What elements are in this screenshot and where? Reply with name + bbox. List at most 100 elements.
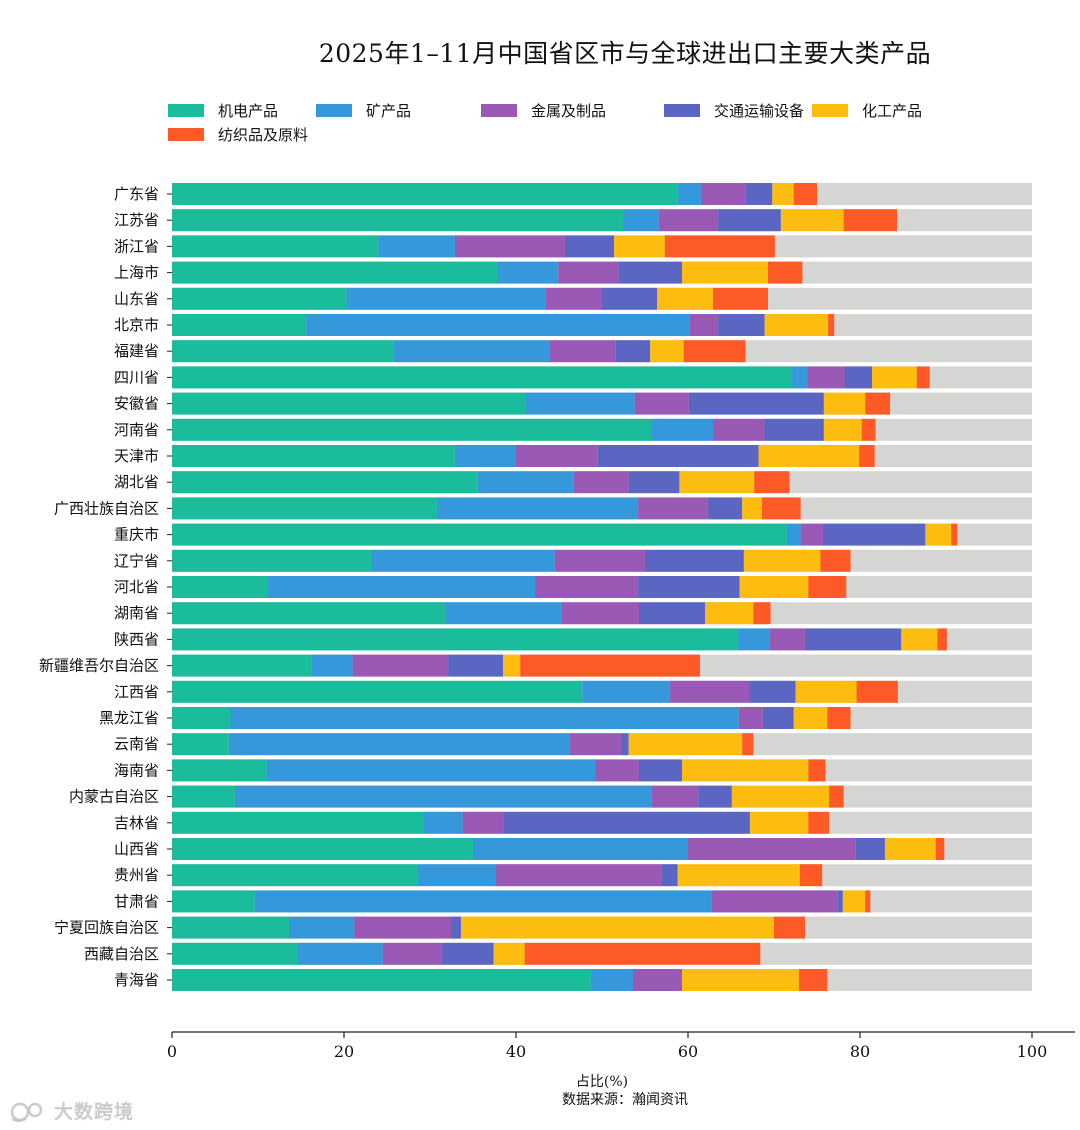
bar-segment xyxy=(742,733,754,756)
bar-segment xyxy=(601,287,658,310)
y-tick-label: 江苏省 xyxy=(114,211,159,229)
x-tick-label: 0 xyxy=(167,1042,177,1061)
bar-segment xyxy=(884,838,936,860)
legend-item: 机电产品 xyxy=(168,100,278,121)
bar-segment xyxy=(172,366,793,389)
bar-segment xyxy=(731,785,830,808)
bar-segment xyxy=(230,707,739,729)
bar-segment xyxy=(658,209,719,232)
bar-segment xyxy=(454,235,566,258)
bar-segment xyxy=(172,445,455,467)
legend-label: 机电产品 xyxy=(218,102,279,120)
bar-segment xyxy=(354,916,452,939)
bar-segment xyxy=(681,969,799,991)
bar-segment xyxy=(172,890,255,913)
bar-segment xyxy=(172,733,229,756)
bar-segment xyxy=(172,576,268,598)
bar-segment xyxy=(582,680,670,703)
y-tick-label: 青海省 xyxy=(114,971,159,989)
bar-segment xyxy=(493,942,525,965)
y-tick-label: 山东省 xyxy=(114,290,159,308)
bar-segment xyxy=(651,785,699,808)
bar-segment xyxy=(172,287,347,310)
bar-segment xyxy=(371,549,555,572)
legend-swatch xyxy=(664,104,700,117)
bar-segment xyxy=(297,942,383,965)
bar-segment xyxy=(935,838,945,860)
bar-segment xyxy=(638,497,708,520)
bar-segment xyxy=(865,392,891,415)
y-tick-label: 北京市 xyxy=(114,316,159,334)
bar-segment xyxy=(638,576,740,598)
watermark-logo-icon xyxy=(10,1102,43,1122)
bar-segment xyxy=(460,916,774,939)
y-tick-label: 湖北省 xyxy=(114,473,159,491)
y-tick-label: 江西省 xyxy=(114,683,159,701)
bar-segment xyxy=(753,602,771,625)
bar-segment xyxy=(436,497,639,520)
y-tick-label: 四川省 xyxy=(114,368,159,386)
bar-segment xyxy=(382,942,442,965)
y-tick-label: 西藏自治区 xyxy=(84,945,159,963)
bar-segment xyxy=(628,471,680,494)
bar-segment xyxy=(767,261,803,284)
bar-segment xyxy=(798,969,828,991)
legend-swatch xyxy=(168,128,204,141)
bar-segment xyxy=(554,549,645,572)
y-tick-label: 辽宁省 xyxy=(114,552,159,570)
y-tick-label: 广西壮族自治区 xyxy=(54,499,159,517)
legend-item: 矿产品 xyxy=(316,100,411,121)
bar-segment xyxy=(638,602,706,625)
bar-segment xyxy=(772,183,794,205)
bar-segment xyxy=(172,707,231,729)
bar-segment xyxy=(712,287,768,310)
bar-segment xyxy=(865,890,871,913)
x-tick-label: 80 xyxy=(850,1042,870,1061)
bar-segment xyxy=(650,340,684,363)
bar-segment xyxy=(700,183,746,205)
x-tick-label: 100 xyxy=(1017,1042,1048,1061)
bar-segment xyxy=(786,523,801,546)
chart-title: 2025年1–11月中国省区市与全球进出口主要大类产品 xyxy=(318,39,932,68)
bar-segment xyxy=(448,654,504,677)
y-tick-label: 宁夏回族自治区 xyxy=(54,919,159,937)
bar-segment xyxy=(823,392,866,415)
bar-segment xyxy=(705,602,754,625)
bar-segment xyxy=(829,785,844,808)
y-tick-label: 贵州省 xyxy=(114,866,159,884)
bar-segment xyxy=(793,183,817,205)
bar-segment xyxy=(561,602,639,625)
bar-segment xyxy=(623,209,659,232)
bar-segment xyxy=(565,235,615,258)
bar-segment xyxy=(172,497,437,520)
watermark-text: 大数跨境 xyxy=(54,1101,135,1123)
bar-segment xyxy=(393,340,550,363)
bar-segment xyxy=(664,235,775,258)
bar-segment xyxy=(844,366,873,389)
bar-segment xyxy=(254,890,712,913)
bar-segment xyxy=(712,418,765,441)
bar-segment xyxy=(267,576,535,598)
bar-segment xyxy=(754,471,790,494)
bar-segment xyxy=(172,628,738,651)
bar-segment xyxy=(739,576,809,598)
bar-segment xyxy=(595,759,639,782)
bar-segment xyxy=(762,707,794,729)
bar-segment xyxy=(737,628,770,651)
bar-segment xyxy=(545,287,602,310)
bar-segment xyxy=(172,759,267,782)
bar-segment xyxy=(745,183,773,205)
bar-segment xyxy=(172,864,418,887)
bar-segment xyxy=(352,654,449,677)
y-tick-label: 内蒙古自治区 xyxy=(69,788,159,806)
x-tick-label: 60 xyxy=(678,1042,698,1061)
bar-segment xyxy=(661,864,678,887)
bar-segment xyxy=(172,340,394,363)
legend-label: 纺织品及原料 xyxy=(218,126,309,144)
x-tick-label: 40 xyxy=(506,1042,526,1061)
bar-segment xyxy=(620,733,629,756)
bar-segment xyxy=(804,628,902,651)
legend-swatch xyxy=(316,104,352,117)
bar-segment xyxy=(711,890,838,913)
